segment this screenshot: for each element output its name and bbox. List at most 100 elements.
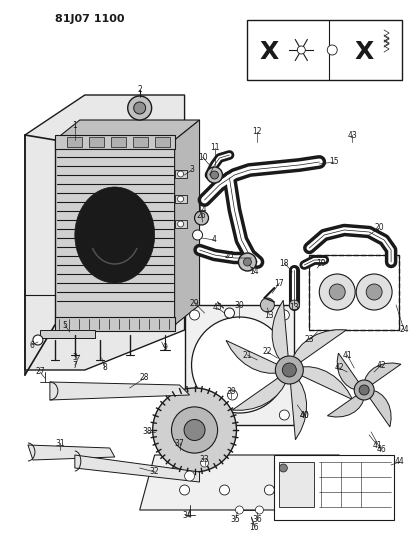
Text: 20: 20 bbox=[373, 223, 383, 232]
Circle shape bbox=[279, 410, 289, 420]
Circle shape bbox=[184, 419, 204, 440]
Text: 41: 41 bbox=[371, 440, 381, 449]
Circle shape bbox=[171, 407, 217, 453]
Polygon shape bbox=[327, 394, 363, 417]
Bar bbox=[133, 137, 147, 147]
Bar bbox=[67, 137, 82, 147]
Text: 27: 27 bbox=[35, 367, 45, 376]
Bar bbox=[308, 255, 398, 330]
Polygon shape bbox=[231, 377, 285, 410]
Circle shape bbox=[328, 284, 344, 300]
Polygon shape bbox=[28, 445, 115, 460]
Text: 32: 32 bbox=[149, 467, 159, 477]
Text: 34: 34 bbox=[182, 512, 192, 521]
Circle shape bbox=[365, 284, 381, 300]
Polygon shape bbox=[336, 353, 359, 390]
Circle shape bbox=[191, 317, 287, 413]
Text: 17: 17 bbox=[274, 279, 283, 287]
Polygon shape bbox=[139, 455, 353, 510]
Text: 44: 44 bbox=[393, 457, 403, 466]
Circle shape bbox=[189, 410, 199, 420]
Circle shape bbox=[326, 45, 337, 55]
Text: 38: 38 bbox=[142, 427, 152, 437]
Circle shape bbox=[206, 167, 222, 183]
Circle shape bbox=[358, 385, 368, 395]
Circle shape bbox=[279, 464, 287, 472]
Text: 11: 11 bbox=[209, 143, 219, 152]
Circle shape bbox=[194, 211, 208, 225]
Polygon shape bbox=[363, 363, 400, 385]
Circle shape bbox=[179, 485, 189, 495]
Text: 1: 1 bbox=[72, 120, 77, 130]
Text: 13: 13 bbox=[264, 311, 274, 319]
Bar bbox=[89, 137, 103, 147]
Polygon shape bbox=[299, 367, 352, 400]
Text: 4: 4 bbox=[211, 236, 216, 245]
Circle shape bbox=[189, 310, 199, 320]
Text: 14: 14 bbox=[249, 268, 258, 277]
Text: 46: 46 bbox=[375, 446, 385, 455]
Bar bbox=[274, 455, 393, 520]
Text: 14: 14 bbox=[196, 206, 206, 214]
Circle shape bbox=[275, 356, 303, 384]
Text: 6: 6 bbox=[29, 341, 34, 350]
Bar bbox=[55, 135, 174, 149]
Text: 26: 26 bbox=[196, 211, 206, 220]
Circle shape bbox=[243, 258, 251, 266]
Bar bbox=[174, 170, 186, 178]
Text: 40: 40 bbox=[299, 410, 308, 419]
Circle shape bbox=[33, 335, 43, 345]
Polygon shape bbox=[55, 120, 199, 140]
Bar bbox=[247, 20, 401, 80]
Text: 30: 30 bbox=[234, 301, 244, 310]
Circle shape bbox=[200, 459, 208, 467]
Bar bbox=[174, 220, 186, 228]
Ellipse shape bbox=[75, 187, 154, 283]
Circle shape bbox=[282, 363, 296, 377]
Circle shape bbox=[184, 471, 194, 481]
Bar bbox=[40, 330, 94, 338]
Text: 21: 21 bbox=[242, 351, 252, 359]
Polygon shape bbox=[225, 341, 278, 373]
Text: 42: 42 bbox=[375, 360, 385, 369]
Text: 35: 35 bbox=[230, 515, 240, 524]
Text: 8: 8 bbox=[102, 364, 107, 373]
Polygon shape bbox=[290, 378, 306, 440]
Circle shape bbox=[219, 485, 229, 495]
Circle shape bbox=[279, 310, 289, 320]
Text: 18: 18 bbox=[279, 259, 288, 268]
Polygon shape bbox=[75, 455, 199, 482]
Text: 15: 15 bbox=[328, 157, 338, 166]
Text: 33: 33 bbox=[199, 456, 209, 464]
Text: 9: 9 bbox=[162, 343, 166, 352]
Text: 2: 2 bbox=[137, 85, 142, 94]
Circle shape bbox=[255, 506, 263, 514]
Circle shape bbox=[227, 390, 237, 400]
Text: 23: 23 bbox=[304, 335, 313, 344]
Circle shape bbox=[297, 46, 305, 54]
Bar bbox=[184, 305, 294, 425]
Circle shape bbox=[235, 506, 243, 514]
Text: X: X bbox=[259, 40, 279, 64]
Polygon shape bbox=[272, 300, 288, 361]
Circle shape bbox=[289, 300, 299, 310]
Circle shape bbox=[177, 171, 183, 177]
Polygon shape bbox=[25, 95, 184, 370]
Polygon shape bbox=[50, 382, 189, 400]
Text: 45: 45 bbox=[212, 303, 222, 312]
Circle shape bbox=[260, 298, 274, 312]
Circle shape bbox=[177, 196, 183, 202]
Text: 24: 24 bbox=[398, 326, 408, 335]
Bar bbox=[55, 317, 174, 331]
Text: 37: 37 bbox=[174, 439, 184, 448]
Circle shape bbox=[355, 274, 391, 310]
Bar bbox=[154, 137, 169, 147]
Circle shape bbox=[303, 485, 314, 495]
Circle shape bbox=[224, 308, 234, 318]
Text: 25: 25 bbox=[224, 251, 234, 260]
Bar bbox=[110, 137, 126, 147]
Circle shape bbox=[177, 221, 183, 227]
Text: 12: 12 bbox=[252, 127, 261, 136]
Circle shape bbox=[192, 230, 202, 240]
Polygon shape bbox=[368, 390, 390, 427]
